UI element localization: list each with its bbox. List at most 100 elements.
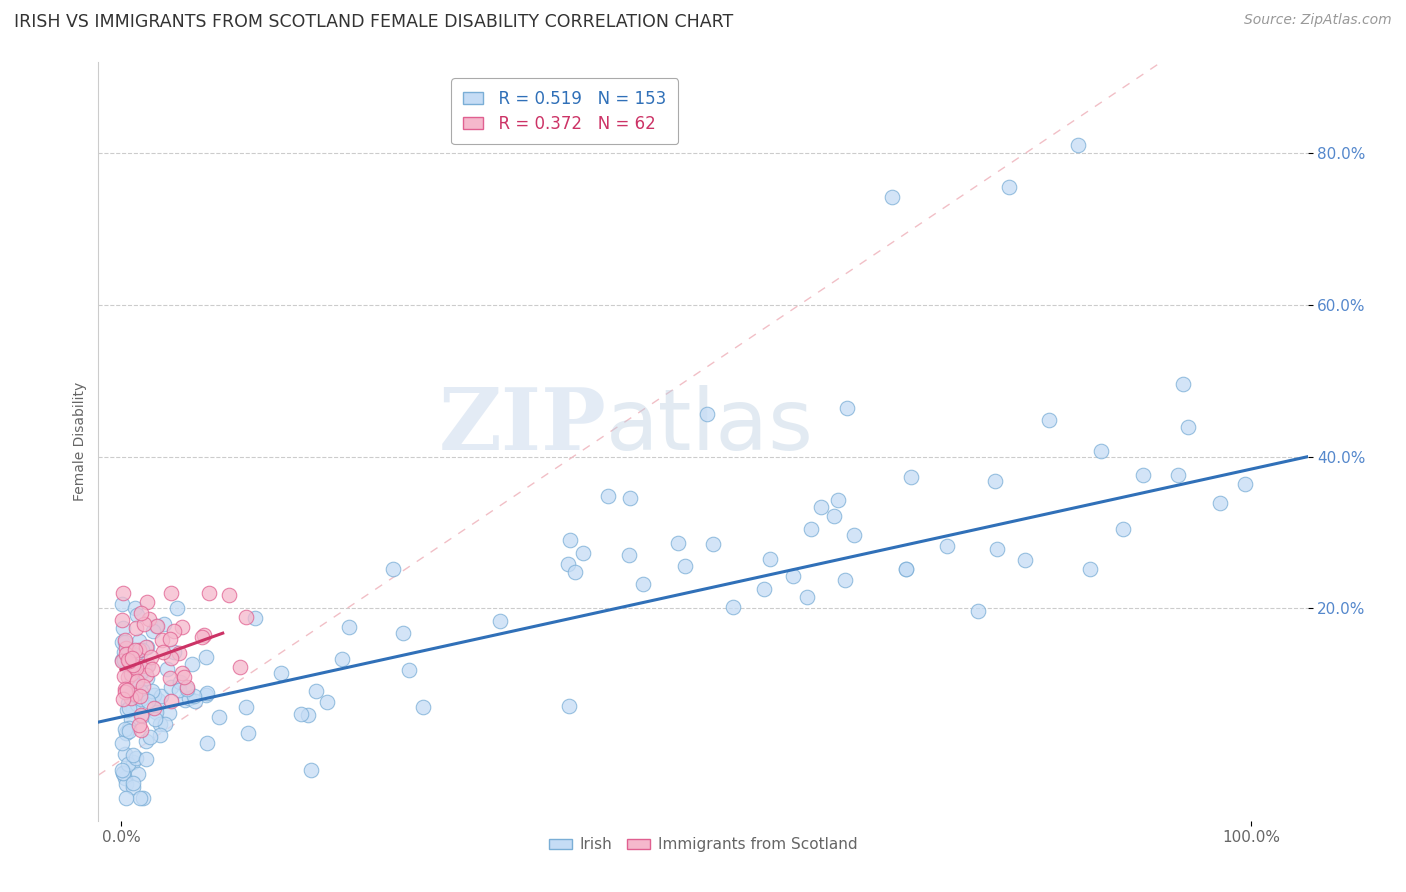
Point [121,651,143,665]
Point [112,692,135,706]
Point [122,780,145,795]
Point [183,689,205,703]
Point [194,649,217,664]
Point [114,790,136,805]
Point [129,723,152,737]
Point [827,492,849,507]
Point [823,508,845,523]
Point [195,686,218,700]
Point [125,668,148,682]
Point [218,588,240,602]
Point [195,736,218,750]
Point [138,612,160,626]
Point [882,190,904,204]
Point [290,707,312,722]
Point [111,653,134,667]
Point [135,659,157,673]
Point [125,697,148,711]
Point [136,671,159,685]
Point [558,698,581,713]
Point [297,707,319,722]
Point [194,688,217,702]
Point [143,688,166,702]
Point [176,681,198,695]
Point [392,626,415,640]
Point [124,648,146,663]
Point [666,536,689,550]
Text: IRISH VS IMMIGRANTS FROM SCOTLAND FEMALE DISABILITY CORRELATION CHART: IRISH VS IMMIGRANTS FROM SCOTLAND FEMALE… [14,13,734,31]
Point [111,736,134,750]
Point [184,694,207,708]
Point [572,546,595,560]
Point [141,649,163,664]
Point [111,765,134,780]
Point [120,687,142,701]
Point [128,643,150,657]
Point [170,666,193,681]
Point [270,666,292,681]
Point [118,724,141,739]
Point [120,666,142,681]
Point [115,726,138,740]
Point [176,681,198,696]
Point [135,640,157,655]
Point [129,691,152,706]
Point [118,701,141,715]
Point [696,407,718,421]
Point [125,673,148,688]
Y-axis label: Female Disability: Female Disability [73,382,87,501]
Point [145,706,167,720]
Point [564,565,586,579]
Point [198,586,221,600]
Point [112,668,135,682]
Point [125,608,148,623]
Point [122,702,145,716]
Point [136,694,159,708]
Point [128,689,150,703]
Text: Source: ZipAtlas.com: Source: ZipAtlas.com [1244,13,1392,28]
Point [138,730,160,744]
Point [128,690,150,704]
Point [129,665,152,679]
Point [135,668,157,682]
Point [145,619,167,633]
Point [132,679,155,693]
Point [1090,444,1112,458]
Point [163,624,186,638]
Point [134,663,156,677]
Point [382,561,405,575]
Point [128,634,150,648]
Point [125,661,148,675]
Point [619,491,641,506]
Point [136,640,159,654]
Point [153,717,176,731]
Point [111,613,134,627]
Point [117,652,139,666]
Point [558,533,581,548]
Point [796,591,818,605]
Point [115,647,138,661]
Point [834,573,856,587]
Point [112,645,135,659]
Point [998,180,1021,194]
Point [159,632,181,647]
Point [115,641,138,656]
Point [235,610,257,624]
Point [935,539,957,553]
Point [111,763,134,777]
Point [135,734,157,748]
Point [142,624,165,639]
Point [159,706,181,720]
Point [172,620,194,634]
Point [145,619,167,633]
Point [118,661,141,675]
Point [143,712,166,726]
Point [120,712,142,726]
Point [111,766,134,780]
Point [115,703,138,717]
Point [134,661,156,675]
Point [557,557,579,571]
Point [115,777,138,791]
Point [114,632,136,647]
Point [299,763,322,777]
